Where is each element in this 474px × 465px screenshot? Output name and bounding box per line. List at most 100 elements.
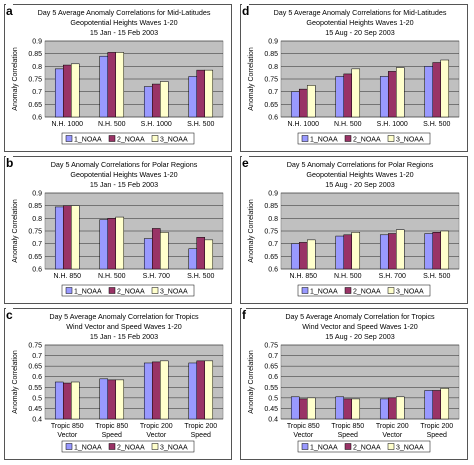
legend-swatch [344,287,352,294]
chart-title-line: Geopotential Heights Waves 1-20 [306,18,413,27]
x-tick-label: N.H. 850 [53,273,81,280]
bar-3-noaa [71,63,80,118]
y-tick-label: 0.85 [28,51,42,58]
bar-2-noaa [62,205,72,270]
chart-title-line: Geopotential Heights Waves 1-20 [70,18,177,27]
chart-title-line: 15 Aug - 20 Sep 2003 [325,28,395,37]
chart-title-line: Wind Vector and Speed Waves 1-20 [66,322,182,331]
y-tick-label: 0.75 [28,229,42,236]
panel-letter-d: d [242,4,250,18]
bar-3-noaa [440,59,450,118]
bar-1-noaa [290,243,300,270]
x-tick-label: S.H. 700 [379,273,406,280]
y-tick-label: 0.6 [268,115,278,122]
chart-title-line: 15 Jan - 15 Feb 2003 [90,332,158,341]
bar-1-noaa [424,66,433,118]
x-tick-label: Tropic 850 [331,423,364,430]
panel-letter-e: e [242,156,249,170]
bar-1-noaa [424,233,433,270]
y-axis-label: Anomaly Correlation [12,199,19,263]
bar-3-noaa [396,229,405,270]
y-tick-label: 0.5 [32,395,42,402]
chart-a: Day 5 Average Anomaly Correlations for M… [12,8,224,145]
chart-f: Day 5 Average Anomaly Correlation for Tr… [248,312,460,453]
x-tick-label: S.H. 500 [423,121,450,128]
bar-1-noaa [99,55,108,118]
bar-3-noaa [160,360,169,420]
bar-1-noaa [99,219,108,270]
y-tick-label: 0.65 [28,102,42,109]
x-tick-label: Tropic 850 [287,423,320,430]
chart-c: Day 5 Average Anomaly Correlation for Tr… [12,312,224,453]
chart-title-line: Wind Vector and Speed Waves 1-20 [302,322,418,331]
legend-swatch [151,443,159,450]
panel-e: Day 5 Anomaly Correlations for Polar Reg… [240,156,468,304]
x-tick-label: S.H. 500 [187,273,214,280]
y-tick-label: 0.4 [268,417,278,424]
panel-letter-a: a [6,4,13,18]
legend-label: 1_NOAA [74,137,102,144]
chart-title-line: 15 Jan - 15 Feb 2003 [90,180,158,189]
bar-2-noaa [196,360,206,420]
legend-swatch [344,135,352,142]
y-tick-label: 0.85 [264,51,278,58]
x-tick-label: N.H. 500 [334,273,362,280]
x-tick-label: N.H. 1000 [287,121,319,128]
bar-2-noaa [387,233,397,270]
bar-3-noaa [204,360,214,420]
y-tick-label: 0.85 [28,203,42,210]
legend-box [61,440,195,453]
x-tick-label: Tropic 850 [51,423,84,430]
y-tick-label: 0.4 [32,417,42,424]
bar-3-noaa [115,379,125,420]
x-tick-label: Tropic 850 [95,423,128,430]
bar-1-noaa [335,235,344,270]
y-tick-label: 0.75 [264,343,278,350]
legend-box [297,132,431,145]
y-axis-label: Anomaly Correlation [248,199,255,263]
y-tick-label: 0.6 [32,115,42,122]
bar-1-noaa [335,396,344,420]
y-tick-label: 0.45 [28,406,42,413]
y-tick-label: 0.45 [264,406,278,413]
chart-title-line: Day 5 Average Anomaly Correlation for Tr… [285,312,435,321]
x-tick-label: N.H. 500 [98,273,126,280]
chart-title-line: 15 Jan - 15 Feb 2003 [90,28,158,37]
chart-title-line: 15 Aug - 20 Sep 2003 [325,180,395,189]
y-tick-label: 0.9 [32,39,42,46]
chart-title-line: Day 5 Average Anomaly Correlations for M… [38,8,211,17]
y-tick-label: 0.7 [32,241,42,248]
x-tick-label: Speed [427,432,447,439]
y-axis-label: Anomaly Correlation [248,350,255,414]
y-tick-label: 0.5 [268,395,278,402]
legend-swatch [65,443,73,450]
panel-letter-f: f [242,308,246,322]
y-tick-label: 0.9 [268,191,278,198]
chart-title-line: Day 5 Anomaly Correlations for Polar Reg… [51,160,198,169]
bar-3-noaa [307,397,316,420]
x-tick-label: N.H. 850 [289,273,317,280]
chart-d: Day 5 Average Anomaly Correlations for M… [248,8,460,145]
bar-1-noaa [54,381,64,420]
x-tick-label: N.H. 500 [98,121,126,128]
legend-swatch [301,135,309,142]
y-tick-label: 0.8 [32,64,42,71]
bar-3-noaa [351,398,361,420]
y-tick-label: 0.65 [264,364,278,371]
legend-label: 2_NOAA [353,445,381,452]
bar-3-noaa [160,232,169,270]
legend-swatch [301,443,309,450]
bar-1-noaa [143,238,153,270]
legend-label: 2_NOAA [117,289,145,296]
bar-3-noaa [71,381,80,420]
bar-3-noaa [115,52,125,118]
bar-1-noaa [290,396,300,420]
panel-a: Day 5 Average Anomaly Correlations for M… [4,4,232,152]
x-tick-label: Tropic 200 [420,423,453,430]
bar-2-noaa [107,218,117,270]
y-tick-label: 0.7 [32,353,42,360]
legend-label: 3_NOAA [396,137,424,144]
y-tick-label: 0.65 [28,364,42,371]
bar-2-noaa [387,397,397,420]
bar-2-noaa [432,390,442,420]
